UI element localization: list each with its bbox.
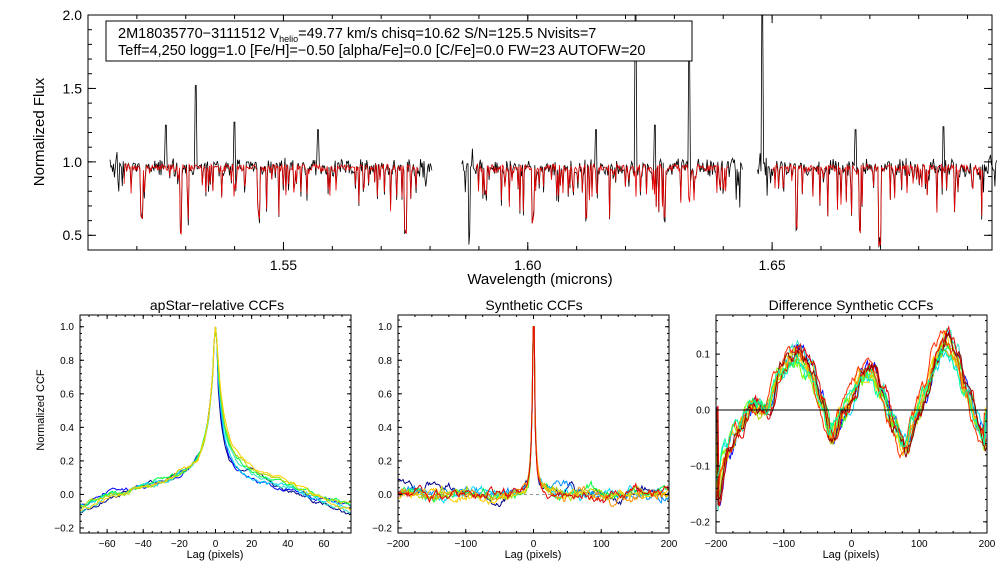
ccf3-title: Difference Synthetic CCFs (769, 297, 934, 313)
ccf1-y-tick-label: 0.4 (60, 423, 74, 434)
spectrum-synthetic-line (123, 162, 419, 235)
info-line-1: 2M18035770−3111512 Vhelio=49.77 km/s chi… (118, 26, 596, 44)
ccf3-x-tick-label: 200 (979, 539, 996, 550)
ccf3-x-tick-label: −200 (705, 539, 728, 550)
ccf1-series-line (79, 326, 352, 516)
ccf3-series-line (715, 348, 987, 483)
spectrum-synthetic-line (771, 162, 983, 247)
ccf3-y-tick-label: −0.1 (690, 461, 710, 472)
ccf3-series-line (715, 332, 987, 498)
spectrum-observed-line (109, 85, 433, 235)
spectrum-ticks: 1.55 1.60 1.65 0.5 1.0 1.5 2.0 (63, 7, 992, 273)
ccf3-series-line (715, 331, 987, 505)
ccf3-xlabel: Lag (pixels) (823, 549, 880, 561)
ccf3-series-line (715, 340, 987, 492)
ccf1-series-line (79, 326, 352, 507)
ccf3-x-tick-label: 0 (849, 539, 855, 550)
ccf3-series-line (715, 341, 987, 496)
info-line-1-subscript: helio (279, 34, 298, 44)
ccf3-series-line (715, 352, 987, 488)
ccf1-y-tick-label: 0.0 (60, 490, 74, 501)
ccf2-ticks: −200 −100 0 100 200 −0.2 0.0 0.2 0.4 0.6 0.8 1.0 (372, 315, 678, 550)
ccf1-curves (79, 326, 352, 516)
ccf1-x-tick-label: −40 (135, 539, 152, 550)
ccf3-y-tick-label: −0.2 (690, 517, 710, 528)
info-box-frame (105, 20, 693, 62)
ccf2-y-tick-label: 0.6 (378, 389, 392, 400)
ccf2-x-tick-label: −100 (454, 539, 477, 550)
spec-x-tick-label: 1.60 (514, 257, 541, 273)
ccf3-curves (715, 325, 987, 511)
ccf1-x-tick-label: −60 (99, 539, 116, 550)
ccf1-y-tick-label: 0.6 (60, 389, 74, 400)
ccf2-xlabel: Lag (pixels) (505, 549, 562, 561)
ccf3-series-line (715, 330, 987, 502)
ccf1-y-tick-label: 0.2 (60, 456, 74, 467)
ccf1-x-tick-label: 40 (282, 539, 294, 550)
ccf2-curves (397, 326, 669, 508)
ccf1-y-tick-label: −0.2 (54, 523, 74, 534)
ccf1-panel: apStar−relative CCFs −60 −40 −20 0 20 40 60 −0.… (35, 297, 352, 561)
ccf1-x-tick-label: 0 (213, 539, 219, 550)
info-line-1-suffix: =49.77 km/s chisq=10.62 S/N=125.5 Nvisit… (298, 26, 596, 42)
spectrum-synthetic-line (475, 163, 729, 224)
ccf3-series-line (715, 325, 987, 507)
ccf2-y-tick-label: −0.2 (372, 523, 392, 534)
ccf1-ylabel: Normalized CCF (35, 369, 47, 451)
ccf2-y-tick-label: 0.8 (378, 356, 392, 367)
ccf1-series-line (80, 326, 352, 508)
ccf3-series-line (715, 343, 987, 501)
ccf3-y-tick-label: 0.0 (696, 406, 710, 417)
ccf3-panel: Difference Synthetic CCFs −200 −100 0 100 20… (690, 297, 996, 561)
ccf3-plot-frame (715, 314, 988, 534)
ccf2-series-line (397, 326, 669, 504)
ccf1-series-line (79, 326, 352, 514)
spectrum-panel: 1.55 1.60 1.65 0.5 1.0 1.5 2.0 Wavelength (mic… (31, 7, 998, 288)
ccf2-y-tick-label: 0.0 (378, 490, 392, 501)
ccf2-y-tick-label: 0.2 (378, 456, 392, 467)
ccf2-panel: Synthetic CCFs −200 −100 0 100 200 −0.2 0.0 0.2… (372, 297, 678, 561)
ccf3-y-tick-label: 0.1 (696, 350, 710, 361)
info-line-1-prefix: 2M18035770−3111512 V (118, 26, 279, 42)
info-box: 2M18035770−3111512 Vhelio=49.77 km/s chi… (105, 20, 693, 62)
spectrum-ylabel: Normalized Flux (31, 77, 48, 186)
ccf1-ticks: −60 −40 −20 0 20 40 60 −0.2 0.0 0.2 0.4 0.6 0.8 1.0 (54, 315, 352, 550)
ccf1-series-line (79, 326, 352, 509)
ccf2-title: Synthetic CCFs (485, 297, 582, 313)
ccf1-title: apStar−relative CCFs (150, 297, 284, 313)
spec-x-tick-label: 1.55 (270, 257, 297, 273)
ccf1-x-tick-label: 60 (318, 539, 330, 550)
spec-y-tick-label: 1.5 (63, 80, 83, 96)
ccf1-xlabel: Lag (pixels) (187, 549, 244, 561)
spec-y-tick-label: 0.5 (63, 227, 83, 243)
ccf3-series-line (715, 328, 987, 511)
ccf2-y-tick-label: 0.4 (378, 423, 392, 434)
ccf1-y-tick-label: 0.8 (60, 356, 74, 367)
spectrum-curves (109, 15, 998, 250)
ccf1-series-line (79, 326, 352, 512)
spec-y-tick-label: 1.0 (63, 154, 83, 170)
ccf2-x-tick-label: 200 (661, 539, 678, 550)
ccf1-series-line (79, 326, 352, 508)
spectrum-observed-line (757, 15, 998, 250)
spec-y-tick-label: 2.0 (63, 7, 83, 23)
spec-x-tick-label: 1.65 (758, 257, 785, 273)
ccf1-y-tick-label: 1.0 (60, 322, 74, 333)
ccf3-series-line (715, 329, 987, 506)
ccf2-x-tick-label: −200 (387, 539, 410, 550)
ccf3-ticks: −200 −100 0 100 200 −0.2 −0.1 0.0 0.1 (690, 315, 996, 550)
ccf2-x-tick-label: 0 (531, 539, 537, 550)
ccf3-x-tick-label: −100 (772, 539, 795, 550)
info-line-2: Teff=4,250 logg=1.0 [Fe/H]=−0.50 [alpha/… (118, 43, 645, 59)
ccf2-y-tick-label: 1.0 (378, 322, 392, 333)
ccf2-x-tick-label: 100 (593, 539, 610, 550)
ccf1-x-tick-label: 20 (246, 539, 258, 550)
ccf1-x-tick-label: −20 (171, 539, 188, 550)
ccf3-x-tick-label: 100 (911, 539, 928, 550)
spectrum-xlabel: Wavelength (microns) (467, 271, 612, 288)
